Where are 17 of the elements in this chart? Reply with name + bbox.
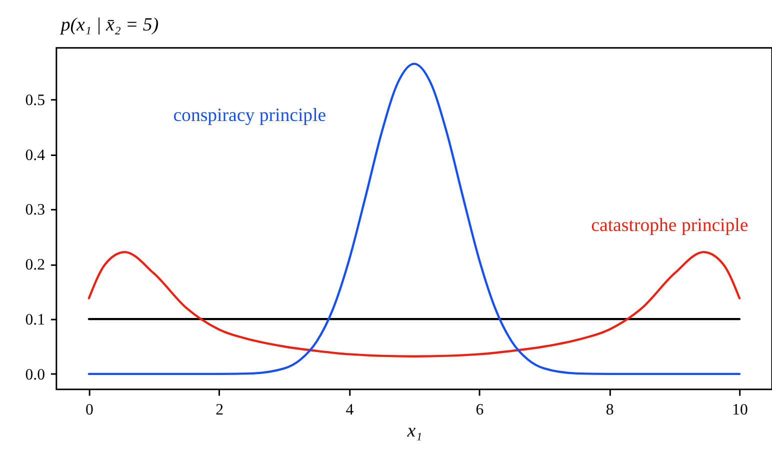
y-tick-label: 0.5	[25, 92, 46, 109]
y-tick-label: 0.2	[25, 256, 46, 274]
x-tick-label: 4	[346, 402, 354, 419]
y-tick-label: 0.4	[25, 146, 46, 164]
x-tick-label: 10	[732, 402, 748, 419]
x-tick-label: 0	[85, 402, 94, 419]
y-tick-label: 0.1	[25, 312, 46, 329]
x-tick-label: 2	[216, 402, 224, 419]
x-tick-label: 6	[476, 402, 484, 419]
y-axis-title: p(x₁ | x̄₂ = 5)	[58, 14, 159, 36]
x-tick-label: 8	[606, 402, 614, 419]
x-axis-title: x₁	[406, 420, 422, 442]
line-series	[88, 250, 741, 358]
series-label: catastrophe principle	[591, 214, 748, 236]
text: conspiracy principle	[173, 105, 326, 126]
y-tick-label: 0.3	[25, 202, 46, 219]
y-tick-label: 0.0	[25, 366, 46, 384]
